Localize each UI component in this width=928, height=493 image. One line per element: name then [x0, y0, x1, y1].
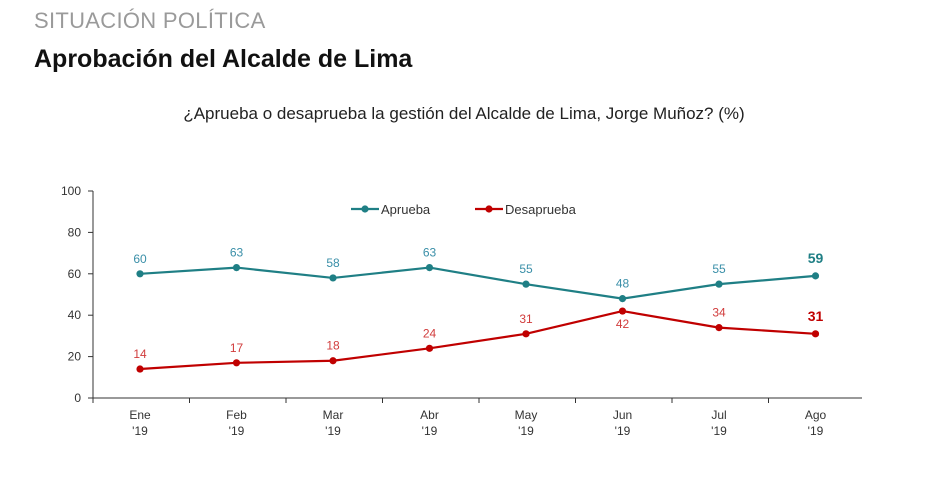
data-label: 18: [326, 339, 340, 353]
data-label: 59: [808, 250, 824, 266]
data-label: 63: [423, 246, 437, 260]
y-tick-label: 20: [68, 350, 82, 364]
x-tick-label: Jun: [613, 408, 632, 422]
x-tick-label-year: '19: [132, 424, 148, 438]
legend-label: Desaprueba: [505, 202, 577, 217]
legend-marker: [485, 205, 493, 213]
data-label: 55: [519, 262, 533, 276]
legend-marker: [361, 205, 369, 213]
y-tick-label: 80: [68, 225, 82, 239]
data-label: 42: [616, 317, 630, 331]
data-point: [425, 344, 434, 352]
x-tick-label: Ago: [805, 408, 827, 422]
x-tick-label-year: '19: [808, 424, 824, 438]
legend-label: Aprueba: [381, 202, 431, 217]
section-label: SITUACIÓN POLÍTICA: [34, 8, 266, 33]
data-label: 48: [616, 277, 630, 291]
data-point: [715, 324, 723, 332]
x-tick-label-year: '19: [229, 424, 245, 438]
x-tick-label-year: '19: [422, 424, 438, 438]
x-tick-label: Mar: [323, 408, 344, 422]
series-line-aprueba: [139, 266, 816, 300]
y-tick-label: 100: [61, 184, 81, 198]
x-tick-label: Jul: [711, 408, 726, 422]
data-label: 31: [808, 308, 824, 324]
data-point: [329, 274, 337, 282]
data-point: [522, 330, 530, 338]
data-point: [136, 270, 144, 278]
page-title: Aprobación del Alcalde de Lima: [34, 45, 413, 73]
data-label: 58: [326, 256, 340, 270]
data-label: 31: [519, 312, 533, 326]
data-label: 34: [712, 306, 726, 320]
data-point: [329, 357, 337, 365]
data-label: 17: [230, 341, 244, 355]
data-point: [811, 330, 820, 338]
data-label: 24: [423, 326, 437, 340]
data-point: [618, 307, 627, 315]
data-point: [522, 280, 530, 288]
data-point: [715, 280, 723, 288]
data-point: [232, 359, 241, 367]
series-line-desaprueba: [139, 309, 816, 371]
x-tick-label: Feb: [226, 408, 247, 422]
x-tick-label-year: '19: [325, 424, 341, 438]
y-tick-label: 40: [68, 308, 82, 322]
data-label: 14: [133, 347, 147, 361]
chart-title: ¿Aprueba o desaprueba la gestión del Alc…: [183, 104, 745, 123]
chart-axes: 0 20 40 60 80 100 Ene '19 Feb '19 Mar '19 Abr '19 May '…: [61, 184, 862, 438]
x-tick-label: Ene: [129, 408, 151, 422]
y-tick-label: 0: [74, 391, 81, 405]
x-tick-label-year: '19: [518, 424, 534, 438]
x-tick-label: Abr: [420, 408, 439, 422]
x-tick-label-year: '19: [615, 424, 631, 438]
data-label: 63: [230, 246, 244, 260]
x-tick-label-year: '19: [711, 424, 727, 438]
data-point: [618, 295, 627, 303]
data-point: [232, 263, 241, 272]
data-point: [811, 272, 820, 280]
data-label: 60: [133, 252, 147, 266]
chart-series: 60 63 58 63 55 48 55 59 14 17 18 24 31 42 34 31: [133, 246, 823, 373]
x-tick-label: May: [515, 408, 538, 422]
data-point: [425, 263, 434, 272]
data-point: [136, 365, 144, 373]
data-label: 55: [712, 262, 726, 276]
y-tick-label: 60: [68, 267, 82, 281]
chart-legend: Aprueba Desaprueba: [351, 202, 577, 217]
